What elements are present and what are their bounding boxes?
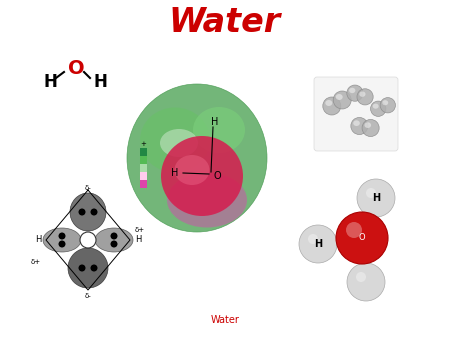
Text: H: H (93, 73, 107, 91)
Ellipse shape (349, 88, 356, 93)
Text: δ+: δ+ (135, 227, 145, 233)
Bar (140, 180, 147, 188)
Circle shape (80, 232, 96, 248)
Ellipse shape (364, 122, 371, 128)
Text: δ+: δ+ (31, 259, 41, 265)
Ellipse shape (175, 155, 210, 185)
Ellipse shape (167, 172, 247, 227)
Circle shape (347, 263, 385, 301)
Circle shape (366, 188, 376, 198)
Circle shape (78, 209, 86, 216)
Ellipse shape (70, 193, 106, 231)
Circle shape (357, 179, 395, 217)
Ellipse shape (380, 98, 396, 113)
Circle shape (111, 241, 117, 247)
Bar (140, 156, 147, 164)
Ellipse shape (127, 84, 267, 232)
Text: δ-: δ- (85, 293, 91, 299)
Text: H: H (43, 73, 57, 91)
Text: O: O (213, 171, 221, 181)
Ellipse shape (353, 120, 360, 126)
FancyBboxPatch shape (314, 77, 398, 151)
Text: H: H (135, 236, 141, 244)
Ellipse shape (193, 107, 245, 153)
Circle shape (111, 233, 117, 240)
Ellipse shape (373, 104, 378, 109)
Ellipse shape (95, 228, 133, 252)
Text: +: + (140, 141, 146, 147)
Ellipse shape (351, 118, 368, 135)
Circle shape (336, 212, 388, 264)
Ellipse shape (68, 248, 108, 288)
Ellipse shape (347, 85, 363, 101)
Text: H: H (35, 236, 41, 244)
Text: O: O (359, 234, 365, 242)
Ellipse shape (140, 107, 210, 172)
Ellipse shape (362, 119, 379, 137)
Ellipse shape (359, 92, 365, 97)
Circle shape (90, 209, 98, 216)
Bar (140, 172, 147, 180)
Circle shape (58, 233, 66, 240)
Ellipse shape (336, 94, 343, 100)
Circle shape (90, 265, 98, 271)
Text: H: H (171, 168, 179, 178)
Circle shape (356, 272, 366, 282)
Bar (140, 148, 147, 156)
Bar (140, 164, 147, 172)
Ellipse shape (43, 228, 81, 252)
Ellipse shape (160, 129, 198, 157)
Text: Water: Water (211, 315, 239, 325)
Text: Water: Water (169, 5, 281, 39)
Text: H: H (212, 117, 219, 127)
Circle shape (346, 222, 362, 238)
Text: H: H (372, 193, 380, 203)
Text: O: O (68, 58, 84, 77)
Ellipse shape (382, 100, 388, 105)
Text: δ-: δ- (85, 185, 91, 191)
Ellipse shape (357, 89, 373, 105)
Ellipse shape (333, 91, 351, 109)
Circle shape (299, 225, 337, 263)
Text: H: H (314, 239, 322, 249)
Ellipse shape (161, 136, 243, 216)
Circle shape (308, 234, 318, 244)
Ellipse shape (323, 97, 341, 115)
Circle shape (58, 241, 66, 247)
Ellipse shape (325, 100, 332, 106)
Ellipse shape (370, 101, 386, 116)
Circle shape (78, 265, 86, 271)
